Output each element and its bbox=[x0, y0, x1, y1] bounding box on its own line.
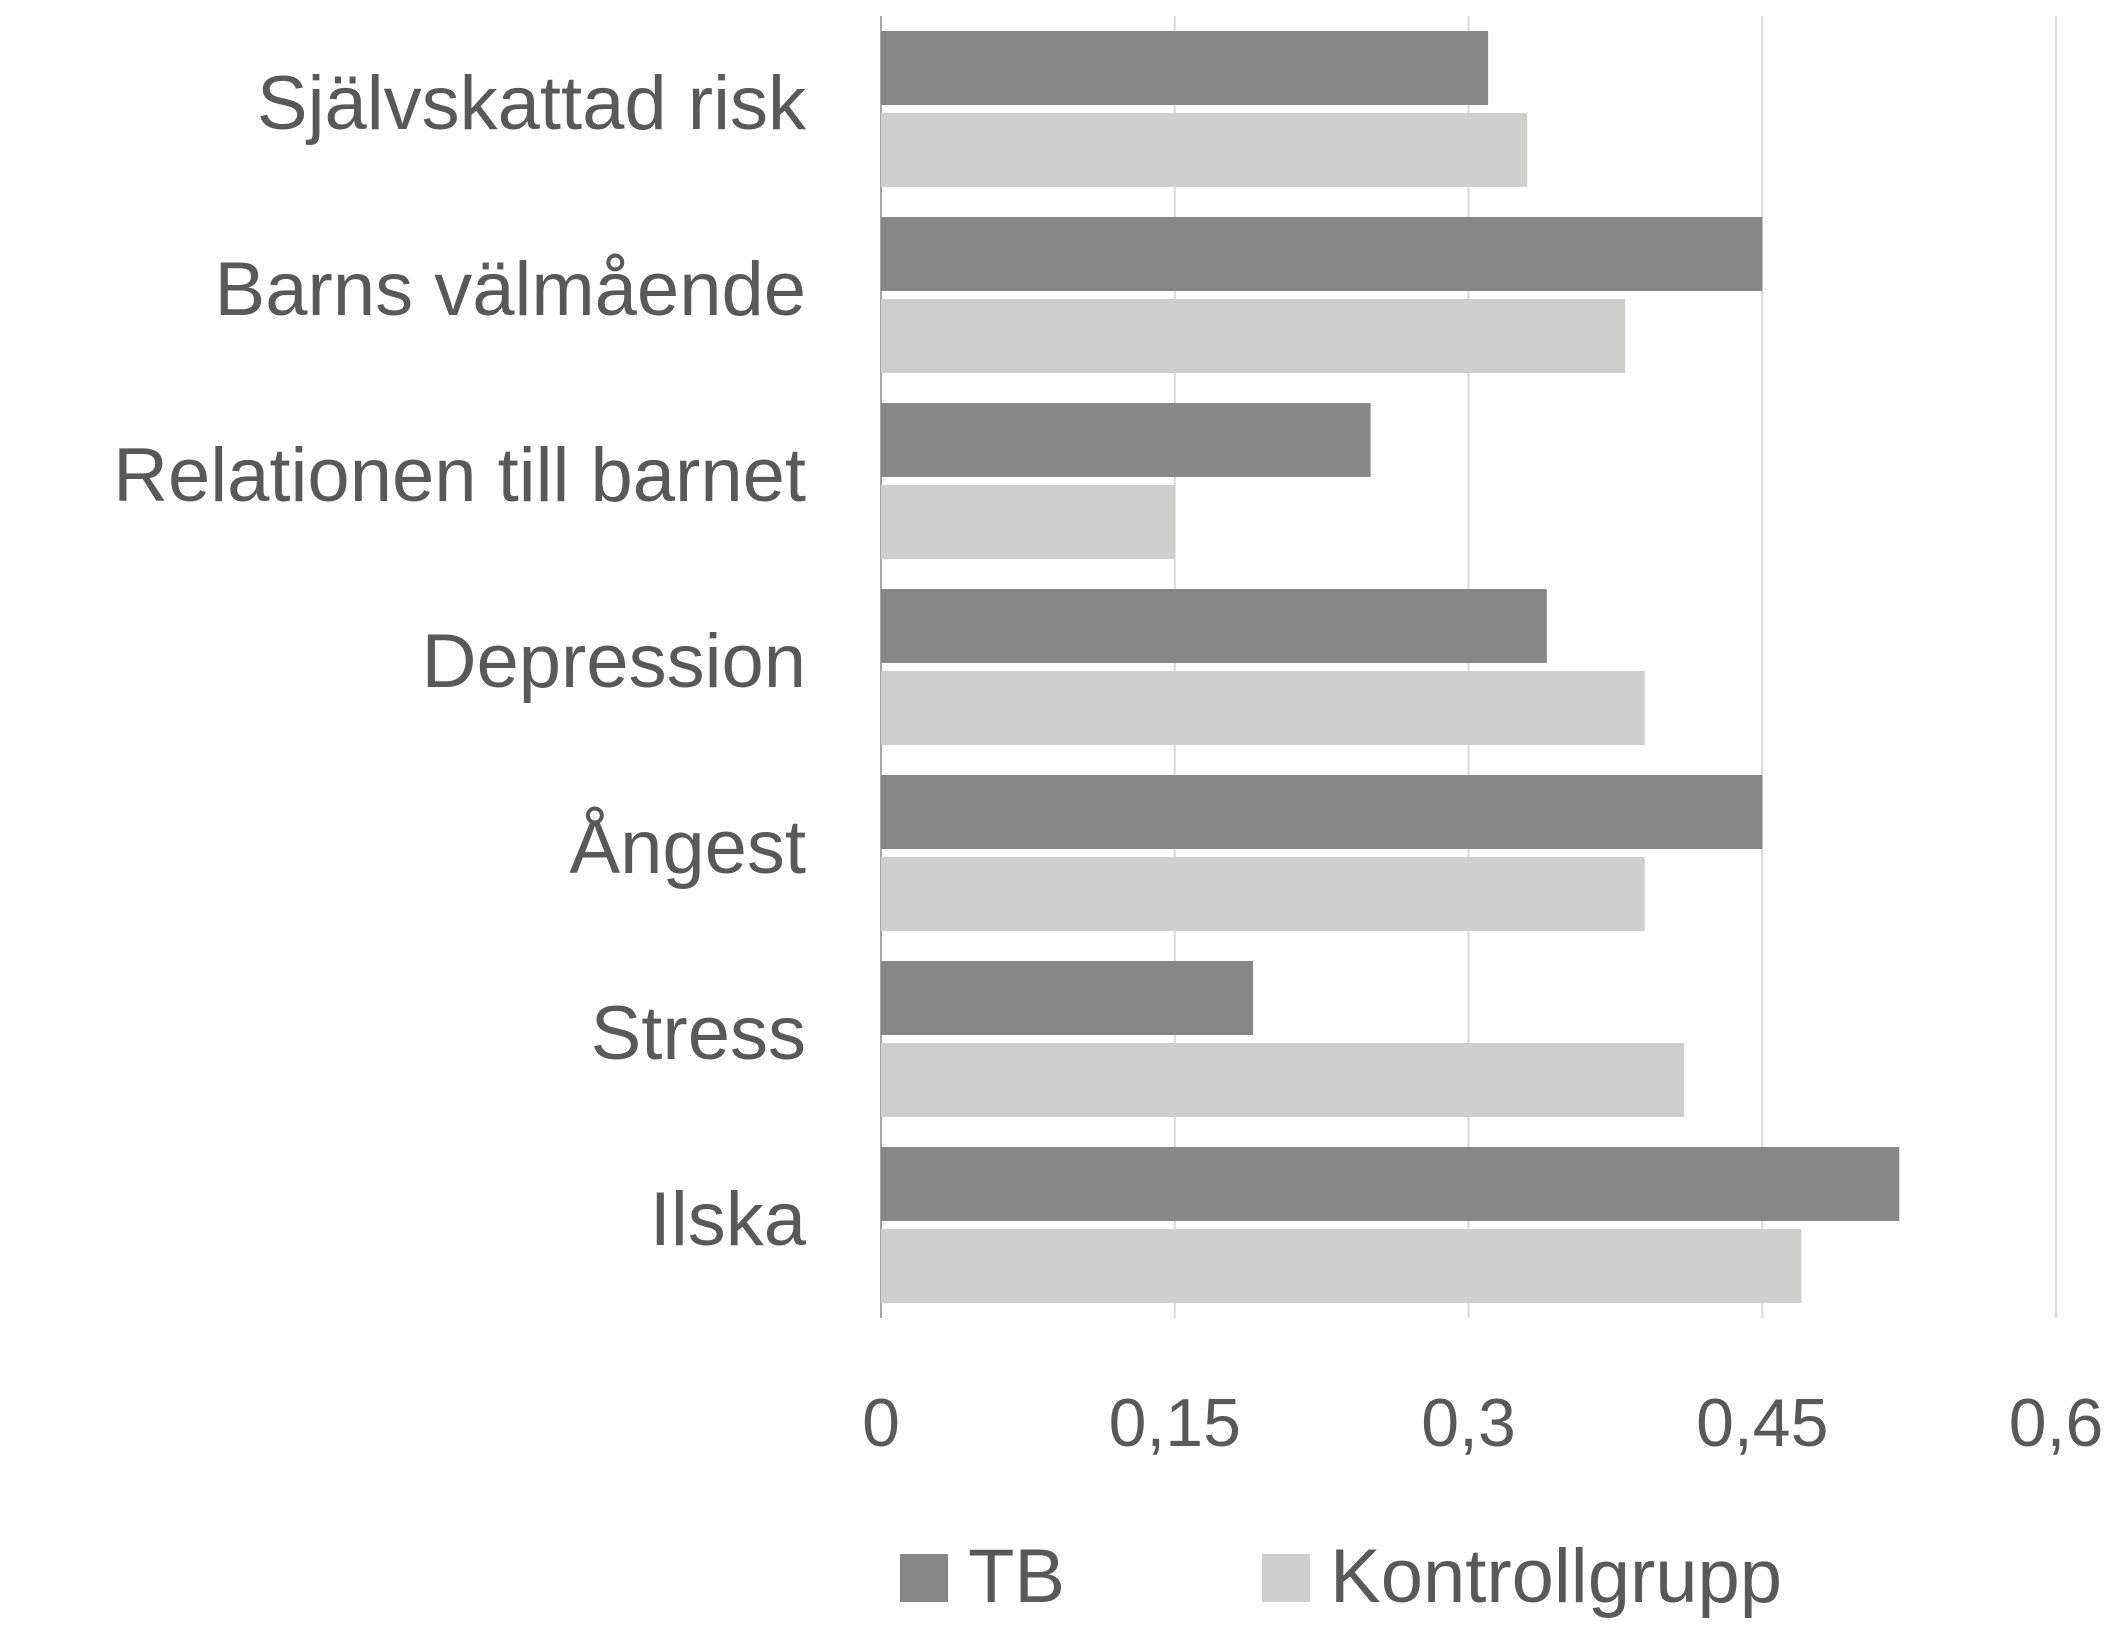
y-tick-label: Självskattad risk bbox=[257, 61, 807, 146]
x-tick-label: 0,3 bbox=[1421, 1385, 1516, 1461]
legend-label: TB bbox=[968, 1534, 1065, 1619]
bar bbox=[881, 671, 1645, 745]
x-tick-label: 0,15 bbox=[1109, 1385, 1241, 1461]
bar bbox=[881, 31, 1489, 105]
bar bbox=[881, 485, 1175, 559]
bar bbox=[881, 589, 1547, 663]
y-tick-label: Ilska bbox=[650, 1177, 807, 1262]
x-tick-label: 0,6 bbox=[2009, 1385, 2104, 1461]
y-tick-label: Relationen till barnet bbox=[113, 433, 806, 518]
bar bbox=[881, 113, 1528, 187]
bar bbox=[881, 217, 1763, 291]
bar bbox=[881, 1147, 1900, 1221]
bar bbox=[881, 403, 1371, 477]
bar bbox=[881, 775, 1763, 849]
bar bbox=[881, 961, 1254, 1035]
bar bbox=[881, 299, 1626, 373]
legend-label: Kontrollgrupp bbox=[1330, 1534, 1782, 1619]
bar bbox=[881, 857, 1645, 931]
bar bbox=[881, 1043, 1684, 1117]
y-tick-label: Stress bbox=[591, 991, 806, 1076]
x-tick-label: 0 bbox=[862, 1385, 900, 1461]
y-tick-label: Ångest bbox=[569, 805, 806, 890]
legend-swatch bbox=[1262, 1554, 1310, 1602]
bar bbox=[881, 1229, 1802, 1303]
legend-swatch bbox=[900, 1554, 948, 1602]
y-tick-label: Barns välmående bbox=[215, 247, 806, 332]
x-tick-label: 0,45 bbox=[1696, 1385, 1828, 1461]
y-tick-label: Depression bbox=[422, 619, 806, 704]
